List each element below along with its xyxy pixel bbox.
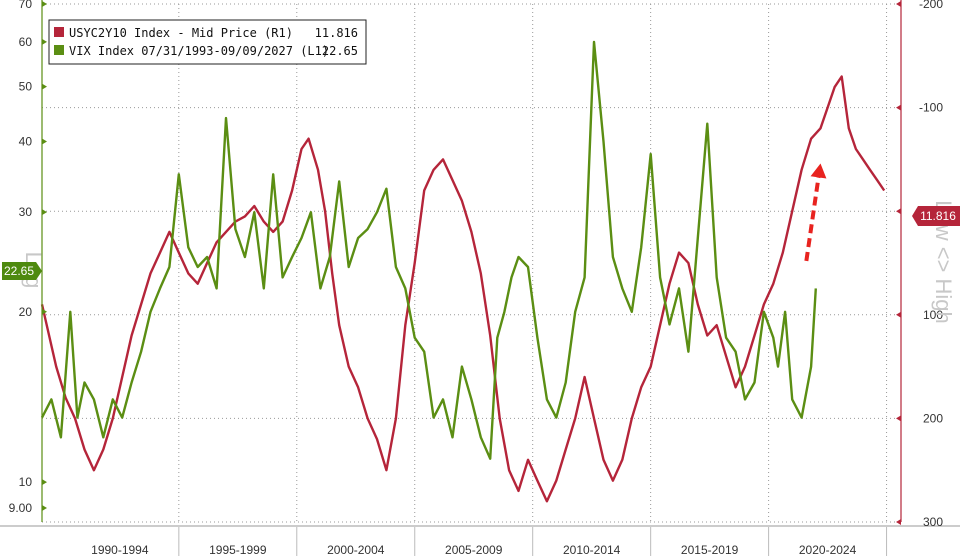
series-line-usyc2y10 [40, 75, 886, 503]
left-tick-4 [42, 138, 47, 145]
right-tick-label-3: 100 [923, 308, 943, 322]
x-period-label-1: 1995-1999 [209, 543, 267, 556]
right-tick-label-5: 300 [923, 515, 943, 529]
left-tick-5 [42, 83, 47, 90]
left-tick-label-3: 30 [19, 205, 33, 219]
legend-value-vix: 22.65 [322, 44, 358, 58]
annotation-arrow-shaft [804, 177, 821, 262]
series-line-vix [40, 40, 817, 460]
left-value-badge-text: 22.65 [4, 264, 34, 278]
legend-swatch-usyc2y10 [54, 27, 64, 37]
x-period-label-6: 2020-2024 [799, 543, 857, 556]
legend-box [48, 19, 367, 65]
x-period-label-5: 2015-2019 [681, 543, 739, 556]
right-tick-3 [896, 311, 901, 318]
right-tick-5 [896, 519, 901, 525]
x-period-label-2: 2000-2004 [327, 543, 385, 556]
annotation-arrow-head [810, 163, 827, 179]
annotation-layer [804, 163, 827, 262]
right-tick-0 [896, 1, 901, 7]
legend-entry-usyc2y10: USYC2Y10 Index - Mid Price (R1) 11.816 [54, 26, 358, 40]
left-tick-3 [42, 209, 47, 216]
x-period-label-4: 2010-2014 [563, 543, 621, 556]
left-value-badge: 22.65 [2, 262, 42, 280]
left-tick-6 [42, 38, 47, 45]
right-value-badge-text: 11.816 [920, 209, 956, 223]
right-tick-label-0: -200 [919, 0, 943, 11]
right-tick-1 [896, 104, 901, 111]
left-tick-label-2: 20 [19, 305, 33, 319]
left-tick-label-1: 10 [19, 475, 33, 489]
legend-entry-vix: VIX Index 07/31/1993-09/09/2027 (L1) 22.… [54, 44, 358, 58]
legend-label-vix: VIX Index 07/31/1993-09/09/2027 (L1) [69, 44, 329, 58]
right-tick-2 [896, 208, 901, 215]
legend: USYC2Y10 Index - Mid Price (R1) 11.816 V… [48, 19, 367, 65]
left-tick-label-4: 40 [19, 134, 33, 148]
right-tick-label-4: 200 [923, 411, 943, 425]
right-value-badge: 11.816 [912, 206, 960, 226]
right-tick-label-1: -100 [919, 101, 943, 115]
x-period-label-0: 1990-1994 [91, 543, 149, 556]
left-tick-label-6: 60 [19, 35, 33, 49]
left-tick-2 [42, 308, 47, 315]
right-tick-4 [896, 415, 901, 422]
legend-swatch-vix [54, 45, 64, 55]
left-tick-0 [42, 504, 47, 511]
left-tick-label-0: 9.00 [9, 501, 33, 515]
left-tick-7 [42, 1, 47, 7]
left-tick-label-5: 50 [19, 80, 33, 94]
value-badges: 22.65 11.816 [2, 206, 960, 280]
legend-value-usyc2y10: 11.816 [315, 26, 358, 40]
left-tick-label-7: 70 [19, 0, 33, 11]
series-layer [40, 40, 886, 503]
legend-label-usyc2y10: USYC2Y10 Index - Mid Price (R1) [69, 26, 293, 40]
left-tick-1 [42, 479, 47, 486]
x-period-label-3: 2005-2009 [445, 543, 503, 556]
